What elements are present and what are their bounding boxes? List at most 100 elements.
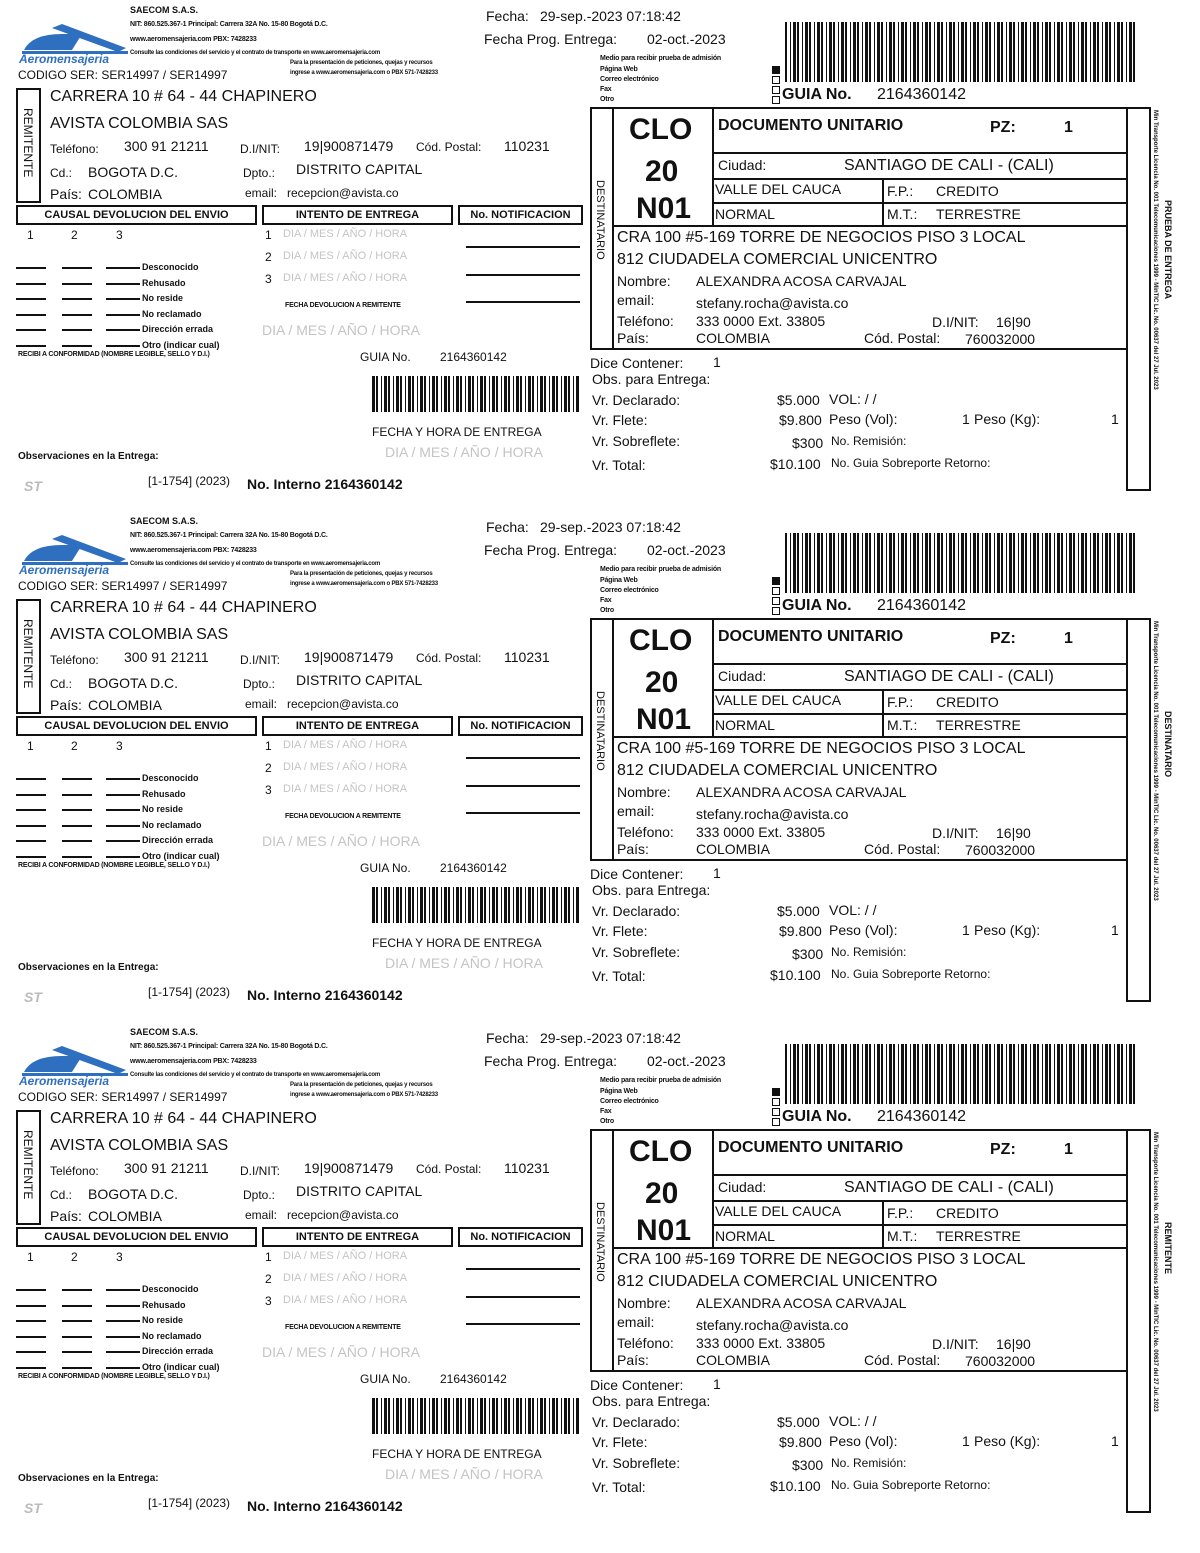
remision-label: No. Remisión: xyxy=(831,1456,907,1470)
sender-address: CARRERA 10 # 64 - 44 CHAPINERO xyxy=(50,599,317,616)
numero-interno: No. Interno 2164360142 xyxy=(247,987,403,1003)
total-value: $10.100 xyxy=(770,1478,821,1494)
divider xyxy=(882,178,884,226)
recipient-postal-label: Cód. Postal: xyxy=(864,1352,941,1368)
causal-line xyxy=(16,1289,46,1291)
sender-email: recepcion@avista.co xyxy=(287,186,399,200)
causal-line xyxy=(106,298,140,300)
attempt-date: DIA / MES / AÑO / HORA xyxy=(283,1272,408,1284)
causal-line xyxy=(62,855,92,858)
admission-checkbox[interactable] xyxy=(772,86,780,94)
side-strip xyxy=(1126,107,1151,491)
recipient-email-label: email: xyxy=(617,292,655,308)
admission-checkbox[interactable] xyxy=(772,1118,780,1126)
admission-checkbox[interactable] xyxy=(772,597,780,605)
admission-checkbox[interactable] xyxy=(772,76,780,84)
admission-checkbox[interactable] xyxy=(772,1098,780,1106)
causal-line xyxy=(62,778,92,780)
sender-phone-label: Teléfono: xyxy=(50,142,99,156)
causal-line xyxy=(62,793,92,796)
document-type: DOCUMENTO UNITARIO xyxy=(718,628,904,645)
recipient-email-label: email: xyxy=(617,1314,655,1330)
recipient-address-1: CRA 100 #5-169 TORRE DE NEGOCIOS PISO 3 … xyxy=(617,1251,1026,1268)
causal-line xyxy=(106,313,140,316)
return-reason: No reclamado xyxy=(142,819,202,830)
obs-entrega-label: Obs. para Entrega: xyxy=(592,882,711,898)
recibi-label: RECIBI A CONFORMIDAD (NOMBRE LEGIBLE, SE… xyxy=(18,1373,210,1380)
sender-country-label: País: xyxy=(50,1208,82,1224)
recipient-section-label: DESTINATARIO xyxy=(594,1202,606,1282)
recipient-phone-label: Teléfono: xyxy=(617,1335,674,1351)
surcharge-value: $300 xyxy=(792,946,824,962)
causal-line xyxy=(62,1289,92,1291)
admission-option: Correo electrónico xyxy=(600,76,659,83)
entrega-label: FECHA Y HORA DE ENTREGA xyxy=(372,425,542,439)
causal-header: CAUSAL DEVOLUCION DEL ENVIO xyxy=(16,205,257,225)
copy-type-label: DESTINATARIO xyxy=(1163,711,1173,778)
freight-value: $9.800 xyxy=(779,1434,822,1450)
causal-col-1: 1 xyxy=(27,1250,34,1264)
causal-line xyxy=(16,1351,46,1353)
admission-checkbox[interactable] xyxy=(772,1088,780,1096)
route-code-2: 20 xyxy=(645,155,679,188)
intento-header: INTENTO DE ENTREGA xyxy=(262,716,453,736)
mt-label: M.T.: xyxy=(887,206,918,222)
admission-option: Otro xyxy=(600,607,614,614)
surcharge-value: $300 xyxy=(792,1457,824,1473)
admission-checkbox[interactable] xyxy=(772,96,780,104)
admission-checkbox[interactable] xyxy=(772,587,780,595)
recipient-nit: 16|90 xyxy=(996,825,1031,841)
sender-dept: DISTRITO CAPITAL xyxy=(296,1183,423,1199)
admission-checkbox[interactable] xyxy=(772,1108,780,1116)
divider xyxy=(612,736,1126,738)
recipient-country-label: País: xyxy=(617,330,649,346)
attempt-date: DIA / MES / AÑO / HORA xyxy=(283,272,408,284)
contains-label: Dice Contener: xyxy=(590,355,684,371)
causal-line xyxy=(106,344,140,347)
causal-line xyxy=(106,282,140,285)
declared-value: $5.000 xyxy=(777,392,820,408)
causal-line xyxy=(106,1289,140,1291)
attempt-number: 2 xyxy=(265,761,272,775)
reference-code: [1-1754] (2023) xyxy=(148,985,231,999)
divider xyxy=(612,1129,614,1371)
company-web: www.aeromensajeria.com PBX: 7428233 xyxy=(130,547,257,554)
company-name: SAECOM S.A.S. xyxy=(130,1027,199,1037)
causal-col-1: 1 xyxy=(27,739,34,753)
reference-code: [1-1754] (2023) xyxy=(148,1496,231,1510)
freight-value: $9.800 xyxy=(779,923,822,939)
notification-line xyxy=(466,757,580,759)
aeromensajeria-logo xyxy=(22,1046,128,1076)
city-label: Ciudad: xyxy=(718,668,767,684)
declared-label: Vr. Declarado: xyxy=(592,1414,681,1430)
numero-interno: No. Interno 2164360142 xyxy=(247,1498,403,1514)
recipient-address-1: CRA 100 #5-169 TORRE DE NEGOCIOS PISO 3 … xyxy=(617,229,1026,246)
sender-name: AVISTA COLOMBIA SAS xyxy=(50,626,229,643)
route-code-3: N01 xyxy=(636,703,692,736)
admission-checkbox[interactable] xyxy=(772,577,780,585)
admission-checkbox[interactable] xyxy=(772,607,780,615)
recibi-label: RECIBI A CONFORMIDAD (NOMBRE LEGIBLE, SE… xyxy=(18,862,210,869)
causal-col-3: 3 xyxy=(116,739,123,753)
fp-label: F.P.: xyxy=(887,694,914,710)
surcharge-label: Vr. Sobreflete: xyxy=(592,944,681,960)
fecha-value: 29-sep.-2023 07:18:42 xyxy=(540,8,681,24)
recipient-name: ALEXANDRA ACOSA CARVAJAL xyxy=(696,273,907,289)
divider xyxy=(712,178,1126,180)
peso-kg-value: 1 xyxy=(1111,922,1119,938)
divider xyxy=(712,202,1126,204)
total-value: $10.100 xyxy=(770,456,821,472)
fecha-prog-value: 02-oct.-2023 xyxy=(647,31,726,47)
total-label: Vr. Total: xyxy=(592,457,646,473)
attempt-number: 1 xyxy=(265,1250,272,1264)
return-reason: Otro (indicar cual) xyxy=(142,1361,220,1372)
admission-checkbox[interactable] xyxy=(772,66,780,74)
return-reason: Rehusado xyxy=(142,277,186,288)
pqr-text: Para la presentación de peticiones, quej… xyxy=(290,571,433,577)
barcode-main xyxy=(785,22,1140,82)
recipient-name: ALEXANDRA ACOSA CARVAJAL xyxy=(696,1295,907,1311)
divider xyxy=(612,618,614,860)
causal-line xyxy=(62,313,92,316)
brand-name: Aeromensajeria xyxy=(19,1074,110,1088)
route-code-1: CLO xyxy=(629,1135,693,1168)
